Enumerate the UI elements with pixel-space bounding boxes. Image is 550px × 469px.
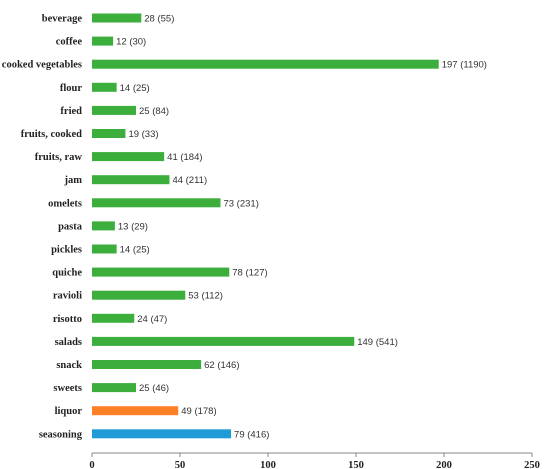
- category-label-fried: fried: [60, 106, 82, 117]
- data-label-flour: 14 (25): [120, 83, 150, 94]
- data-label-jam: 44 (211): [172, 175, 207, 186]
- data-label-beverage: 28 (55): [144, 14, 174, 25]
- bar-fruits-cooked: [92, 129, 126, 138]
- category-label-fruits-raw: fruits, raw: [35, 152, 83, 163]
- category-label-risotto: risotto: [53, 314, 82, 325]
- data-label-sweets: 25 (46): [139, 383, 169, 394]
- data-label-quiche: 78 (127): [232, 268, 267, 279]
- data-label-fruits-cooked: 19 (33): [128, 129, 158, 140]
- data-label-pasta: 13 (29): [118, 221, 148, 232]
- x-axis: 0 50 100 150 200 250: [89, 452, 540, 469]
- data-label-pickles: 14 (25): [120, 245, 150, 256]
- category-label-quiche: quiche: [52, 268, 82, 279]
- category-label-fruits-cooked: fruits, cooked: [21, 129, 82, 140]
- bar-ravioli: [92, 290, 186, 300]
- bar-quiche: [92, 267, 230, 277]
- bars-layer: [92, 13, 439, 439]
- bar-pickles: [92, 244, 117, 254]
- category-label-salads: salads: [55, 337, 82, 348]
- data-label-salads: 149 (541): [357, 337, 398, 348]
- category-label-beverage: beverage: [42, 14, 83, 25]
- bar-salads: [92, 336, 355, 346]
- bar-coffee: [92, 36, 114, 46]
- bar-pasta: [92, 221, 115, 231]
- bar-omelets: [92, 198, 221, 208]
- x-tick-label-100: 100: [260, 460, 276, 469]
- bar-beverage: [92, 13, 142, 23]
- category-label-cooked-vegetables: cooked vegetables: [2, 60, 82, 71]
- category-label-jam: jam: [64, 175, 83, 186]
- x-tick-label-200: 200: [436, 460, 452, 469]
- x-tick-label-50: 50: [175, 460, 186, 469]
- category-label-sweets: sweets: [53, 383, 82, 394]
- data-label-snack: 62 (146): [204, 360, 239, 371]
- category-label-coffee: coffee: [56, 37, 83, 48]
- data-label-cooked-vegetables: 197 (1190): [442, 60, 487, 71]
- bar-sweets: [92, 383, 136, 393]
- category-label-snack: snack: [56, 360, 82, 371]
- bar-seasoning: [92, 429, 232, 439]
- data-labels: 28 (55) 12 (30) 197 (1190) 14 (25) 25 (84) 19…: [116, 14, 487, 441]
- bar-liquor: [92, 406, 179, 416]
- category-label-pickles: pickles: [51, 245, 82, 256]
- category-label-ravioli: ravioli: [53, 291, 82, 302]
- bar-jam: [92, 175, 170, 185]
- x-tick-label-250: 250: [524, 460, 540, 469]
- bar-fruits-raw: [92, 152, 165, 162]
- bar-flour: [92, 82, 117, 92]
- bar-fried: [92, 105, 136, 115]
- x-tick-label-0: 0: [89, 460, 94, 469]
- bar-snack: [92, 360, 202, 369]
- data-label-risotto: 24 (47): [137, 314, 167, 325]
- category-labels: beverage coffee cooked vegetables flour frie…: [2, 14, 83, 441]
- data-label-coffee: 12 (30): [116, 37, 146, 48]
- bar-cooked-vegetables: [92, 59, 439, 69]
- bar-risotto: [92, 313, 135, 323]
- category-label-flour: flour: [60, 83, 83, 94]
- category-label-omelets: omelets: [48, 198, 82, 209]
- category-label-pasta: pasta: [58, 221, 83, 232]
- x-tick-label-150: 150: [348, 460, 364, 469]
- data-label-seasoning: 79 (416): [234, 429, 269, 440]
- data-label-liquor: 49 (178): [181, 406, 216, 417]
- data-label-omelets: 73 (231): [223, 198, 258, 209]
- data-label-fried: 25 (84): [139, 106, 169, 117]
- category-label-liquor: liquor: [55, 406, 83, 417]
- data-label-ravioli: 53 (112): [188, 291, 223, 302]
- data-label-fruits-raw: 41 (184): [167, 152, 202, 163]
- category-label-seasoning: seasoning: [39, 429, 83, 440]
